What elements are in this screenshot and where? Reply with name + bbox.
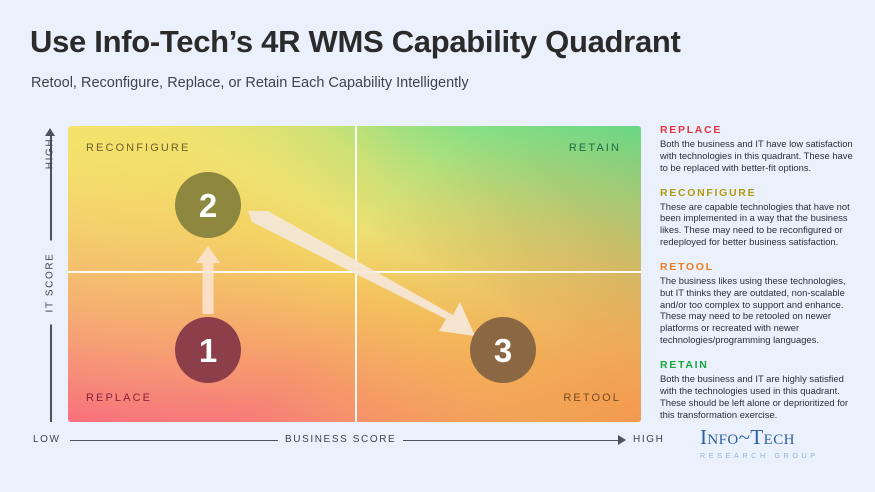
quadrant-label-reconfigure: RECONFIGURE: [86, 142, 191, 154]
diagonal-arrow-annotation: [248, 211, 475, 336]
data-point-1[interactable]: 1: [175, 317, 241, 383]
legend-item-reconfigure: RECONFIGURE These are capable technologi…: [660, 187, 856, 248]
quadrant-divider-vertical: [355, 126, 357, 422]
legend-item-retain: RETAIN Both the business and IT are high…: [660, 359, 856, 420]
logo-part-2: NFO: [707, 432, 739, 448]
logo-part-1: I: [700, 425, 708, 449]
y-axis: HIGH IT SCORE: [33, 126, 69, 422]
data-point-3[interactable]: 3: [470, 317, 536, 383]
legend-panel: REPLACE Both the business and IT have lo…: [660, 124, 856, 433]
logo-part-4: ECH: [763, 432, 795, 448]
info-tech-logo: INFO~TECH RESEARCH GROUP: [700, 427, 850, 461]
logo-part-3: ~T: [738, 425, 764, 449]
legend-body-replace: Both the business and IT have low satisf…: [660, 138, 853, 173]
legend-heading-reconfigure: RECONFIGURE: [660, 186, 757, 199]
quadrant-label-retain: RETAIN: [568, 142, 621, 154]
logo-tagline: RESEARCH GROUP: [700, 451, 819, 460]
page-title: Use Info-Tech’s 4R WMS Capability Quadra…: [30, 24, 681, 59]
legend-body-reconfigure: These are capable technologies that have…: [660, 200, 850, 248]
upward-arrow-annotation: [196, 246, 220, 314]
legend-heading-retain: RETAIN: [660, 358, 709, 371]
legend-body-retool: The business likes using these technolog…: [660, 274, 846, 346]
x-axis-high-label: HIGH: [633, 434, 665, 445]
quadrant-label-replace: REPLACE: [86, 392, 153, 404]
y-axis-high-label: HIGH: [44, 137, 56, 170]
page-subtitle: Retool, Reconfigure, Replace, or Retain …: [31, 75, 469, 91]
arrow-up-icon: [45, 128, 55, 136]
legend-item-retool: RETOOL The business likes using these te…: [660, 261, 856, 346]
logo-wordmark: INFO~TECH: [700, 427, 850, 448]
x-axis-low-label: LOW: [33, 434, 61, 445]
y-axis-title: IT SCORE: [41, 240, 59, 325]
quadrant-label-retool: RETOOL: [563, 392, 621, 404]
legend-heading-retool: RETOOL: [660, 260, 714, 273]
legend-body-retain: Both the business and IT are highly sati…: [660, 372, 849, 420]
legend-heading-replace: REPLACE: [660, 124, 723, 136]
data-point-2[interactable]: 2: [175, 172, 241, 238]
quadrant-plot: RECONFIGURE RETAIN REPLACE RETOOL 1 2 3: [68, 126, 641, 422]
x-axis-title: BUSINESS SCORE: [278, 434, 404, 445]
x-axis: LOW BUSINESS SCORE HIGH: [33, 432, 663, 448]
arrow-right-icon: [618, 435, 626, 445]
legend-item-replace: REPLACE Both the business and IT have lo…: [660, 124, 856, 174]
